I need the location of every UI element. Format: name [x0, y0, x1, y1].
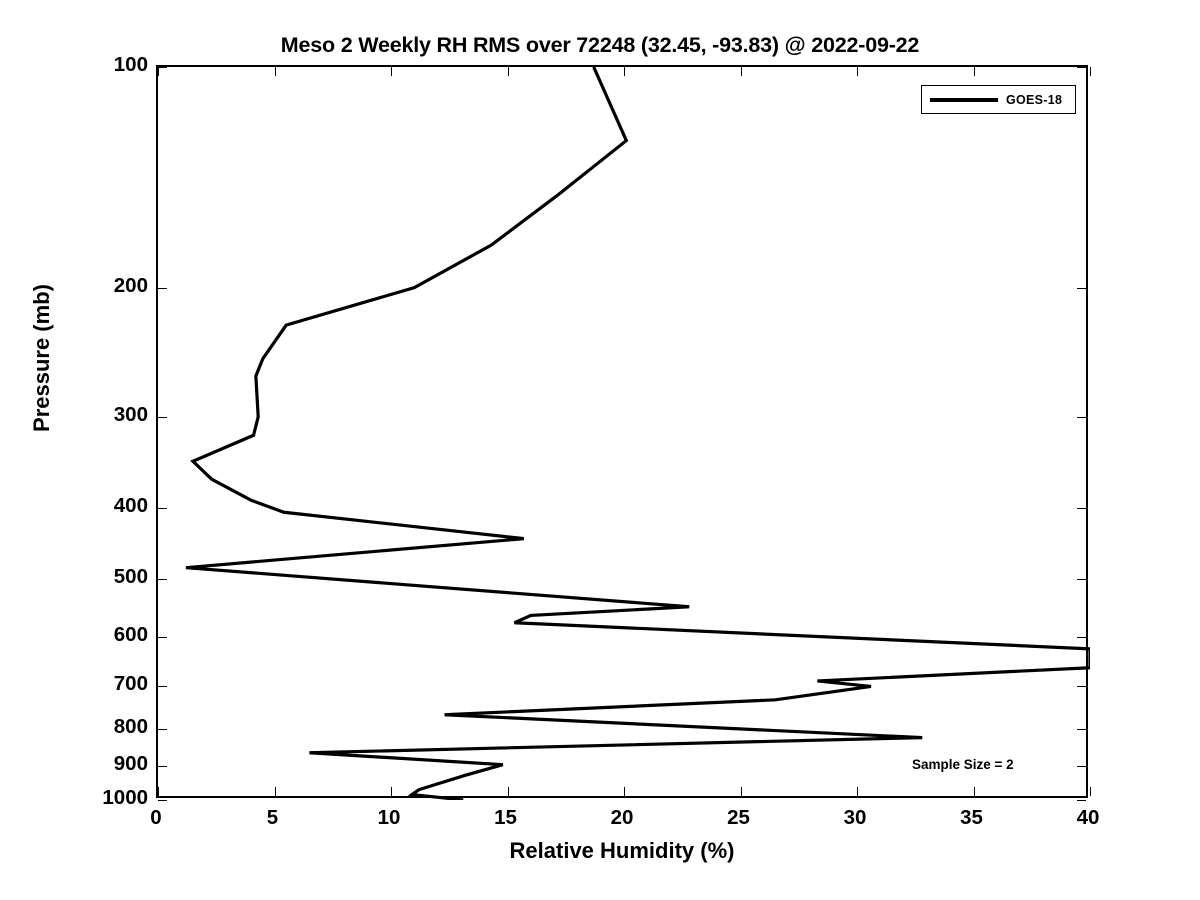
x-tick-mark	[624, 787, 625, 796]
x-tick-label: 0	[150, 806, 162, 829]
x-tick-label: 40	[1076, 806, 1100, 829]
legend: GOES-18	[921, 85, 1076, 114]
y-tick-mark	[158, 800, 167, 801]
y-tick-label: 600	[113, 623, 148, 647]
x-tick-mark	[624, 67, 625, 76]
x-tick-mark	[740, 787, 742, 796]
y-tick-mark	[1077, 416, 1086, 418]
x-tick-label: 35	[960, 806, 983, 829]
y-tick-mark	[158, 416, 167, 418]
y-tick-mark	[1077, 579, 1086, 581]
y-tick-mark	[158, 579, 167, 581]
y-tick-mark	[1077, 508, 1086, 510]
x-tick-label: 5	[266, 806, 279, 829]
y-tick-mark	[1077, 686, 1086, 688]
y-tick-label: 300	[113, 402, 148, 426]
y-tick-mark	[158, 686, 167, 688]
x-tick-mark	[391, 787, 392, 796]
legend-label-goes-18: GOES-18	[1006, 92, 1063, 107]
x-tick-mark	[158, 787, 159, 796]
y-tick-mark	[1077, 67, 1086, 68]
y-tick-label: 1000	[102, 786, 148, 809]
x-tick-mark	[391, 67, 392, 76]
y-tick-mark	[1077, 800, 1086, 801]
y-tick-label: 200	[113, 273, 148, 297]
x-tick-mark	[158, 67, 159, 76]
y-tick-mark	[158, 287, 167, 289]
y-tick-label: 900	[113, 752, 148, 776]
y-tick-label: 100	[113, 53, 148, 76]
x-tick-label: 15	[494, 806, 517, 829]
x-tick-mark	[1090, 787, 1091, 796]
y-tick-label: 800	[113, 714, 148, 738]
x-tick-mark	[740, 67, 742, 76]
x-tick-mark	[973, 787, 975, 796]
y-tick-mark	[1077, 766, 1086, 768]
legend-swatch-goes-18	[930, 97, 998, 102]
x-tick-mark	[1090, 67, 1091, 76]
page-title: Meso 2 Weekly RH RMS over 72248 (32.45, …	[280, 33, 920, 57]
x-tick-mark	[857, 67, 858, 76]
y-tick-mark	[158, 67, 167, 68]
x-tick-mark	[274, 67, 276, 76]
x-tick-mark	[507, 67, 509, 76]
y-tick-mark	[1077, 728, 1086, 730]
y-tick-mark	[1077, 287, 1086, 289]
series-goes-18	[158, 67, 1090, 800]
y-tick-mark	[158, 728, 167, 730]
y-tick-label: 500	[113, 565, 148, 589]
y-tick-mark	[158, 637, 167, 639]
x-tick-mark	[857, 787, 858, 796]
x-tick-mark	[507, 787, 509, 796]
x-tick-label: 20	[610, 806, 634, 829]
x-tick-label: 30	[843, 806, 867, 829]
y-axis-label: Pressure (mb)	[29, 284, 54, 432]
y-tick-mark	[158, 766, 167, 768]
y-tick-mark	[158, 508, 167, 510]
plot-area	[156, 65, 1091, 801]
y-tick-label: 700	[113, 672, 148, 696]
x-tick-label: 10	[377, 806, 401, 829]
x-tick-label: 25	[727, 806, 750, 829]
x-tick-mark	[274, 787, 276, 796]
y-tick-label: 400	[113, 494, 148, 518]
x-tick-mark	[973, 67, 975, 76]
x-axis-label: Relative Humidity (%)	[509, 838, 735, 863]
y-tick-mark	[1077, 637, 1086, 639]
sample-size-annotation: Sample Size = 2	[912, 757, 1014, 772]
